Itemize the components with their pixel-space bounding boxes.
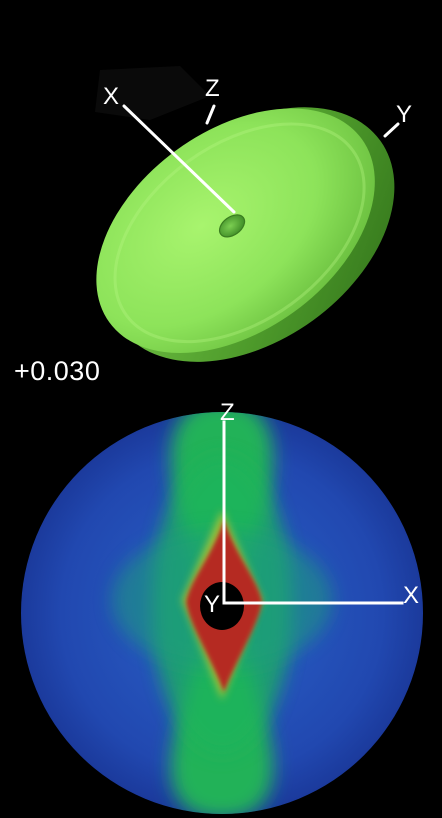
disk-dimple bbox=[218, 214, 246, 238]
iso-value-label: +0.030 bbox=[14, 356, 101, 386]
slice-nucleus bbox=[200, 582, 244, 630]
isosurface-x-label: X bbox=[103, 83, 119, 110]
slice-z-label: Z bbox=[220, 399, 235, 426]
isosurface-panel: X Z Y bbox=[95, 66, 412, 362]
isosurface-disk bbox=[96, 107, 395, 362]
isosurface-y-label: Y bbox=[396, 101, 412, 128]
slice-density bbox=[112, 412, 332, 814]
disk-ring bbox=[113, 122, 366, 344]
slice-panel: Z X Y bbox=[21, 399, 423, 814]
slice-y-label: Y bbox=[204, 591, 220, 618]
slice-x-label: X bbox=[403, 582, 419, 609]
isosurface-z-axis bbox=[205, 104, 216, 125]
isosurface-axes bbox=[122, 104, 400, 214]
isosurface-z-label: Z bbox=[205, 75, 220, 102]
slice-axes bbox=[222, 420, 404, 605]
isosurface-y-axis bbox=[383, 122, 400, 138]
isosurface-x-axis bbox=[122, 104, 236, 214]
